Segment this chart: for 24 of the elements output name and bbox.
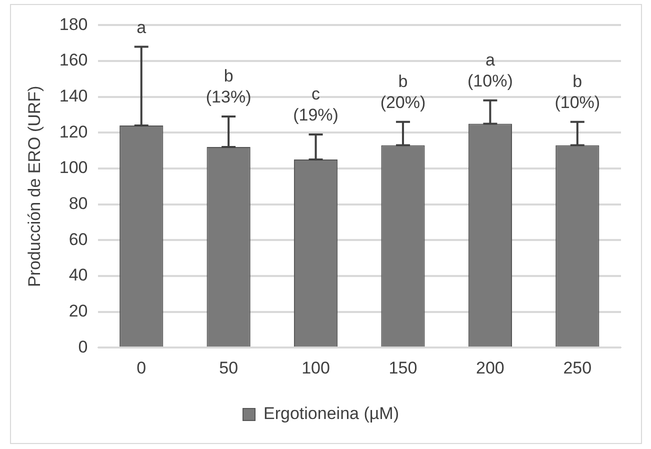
legend-label: Ergotioneina (µM) [264, 404, 399, 424]
y-tick-label: 0 [78, 337, 88, 356]
x-tick-label: 50 [219, 358, 238, 378]
annotation: b (13%) [206, 66, 252, 107]
y-tick-label: 160 [59, 50, 88, 70]
y-tick-label: 20 [68, 301, 88, 320]
y-tick-label: 120 [59, 122, 88, 142]
y-axis-title: Producción de ERO (URF) [24, 86, 44, 288]
annotation: b (20%) [380, 72, 426, 112]
y-tick-label: 180 [59, 14, 88, 34]
annotation: b (10%) [554, 72, 600, 112]
y-tick-label: 100 [59, 158, 88, 178]
annotation: a [136, 18, 147, 37]
x-tick-label: 0 [136, 358, 146, 378]
x-tick-label: 200 [476, 358, 504, 378]
x-tick-label: 150 [388, 358, 418, 378]
annotation: a (10%) [468, 50, 513, 91]
y-tick-label: 40 [68, 266, 88, 285]
x-tick-label: 100 [302, 358, 330, 378]
y-tick-label: 80 [68, 194, 88, 213]
y-tick-label: 60 [68, 230, 88, 249]
annotation: c (19%) [293, 84, 338, 125]
x-tick-label: 250 [563, 358, 592, 378]
y-tick-label: 140 [59, 86, 88, 106]
